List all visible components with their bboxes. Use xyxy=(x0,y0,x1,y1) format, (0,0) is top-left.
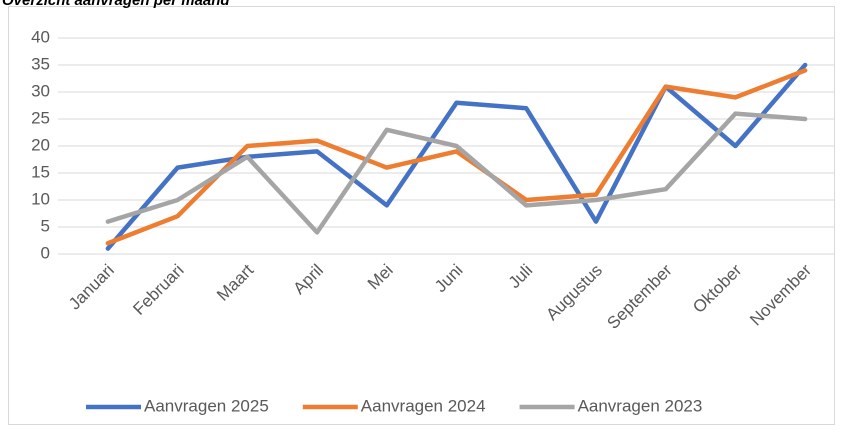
y-tick-label: 5 xyxy=(41,216,50,235)
chart-frame xyxy=(8,6,835,425)
y-tick-label: 40 xyxy=(31,27,50,46)
chart-title: Overzicht aanvragen per maand xyxy=(2,0,230,9)
legend-label: Aanvragen 2024 xyxy=(361,396,486,415)
y-tick-label: 10 xyxy=(31,189,50,208)
legend-label: Aanvragen 2025 xyxy=(144,396,269,415)
y-tick-label: 0 xyxy=(41,243,50,262)
y-tick-label: 25 xyxy=(31,108,50,127)
y-tick-label: 35 xyxy=(31,54,50,73)
y-tick-label: 15 xyxy=(31,162,50,181)
y-tick-label: 30 xyxy=(31,81,50,100)
legend-label: Aanvragen 2023 xyxy=(578,396,703,415)
series-line xyxy=(105,111,808,235)
y-tick-label: 20 xyxy=(31,135,50,154)
series-line xyxy=(105,62,808,251)
